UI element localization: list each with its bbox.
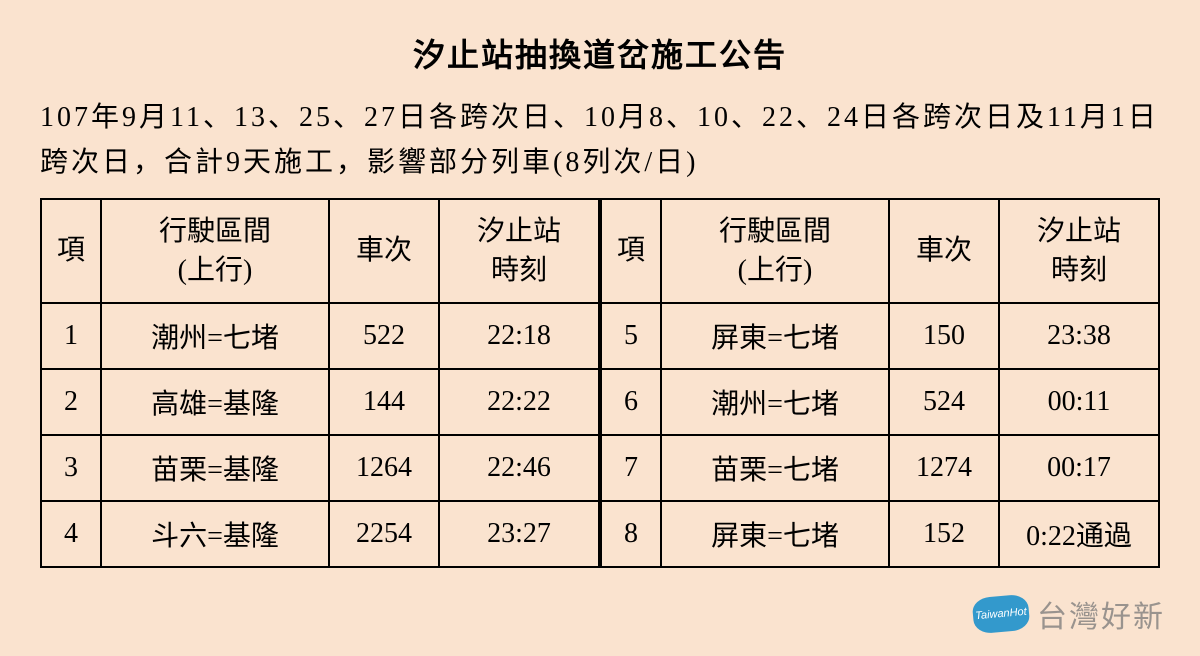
- header-train: 車次: [329, 199, 439, 303]
- table-row: 7 苗栗=七堵 1274 00:17: [601, 435, 1159, 501]
- cell-train: 1274: [889, 435, 999, 501]
- cell-route: 潮州=七堵: [661, 369, 889, 435]
- schedule-table-wrapper: 項 行駛區間(上行) 車次 汐止站時刻 1 潮州=七堵 522 22:18 2 …: [40, 198, 1160, 568]
- table-row: 8 屏東=七堵 152 0:22通過: [601, 501, 1159, 567]
- cell-index: 2: [41, 369, 101, 435]
- cell-route: 苗栗=七堵: [661, 435, 889, 501]
- cell-index: 3: [41, 435, 101, 501]
- table-row: 1 潮州=七堵 522 22:18: [41, 303, 599, 369]
- header-index: 項: [601, 199, 661, 303]
- cell-route: 屏東=七堵: [661, 303, 889, 369]
- cell-train: 150: [889, 303, 999, 369]
- schedule-table-right: 項 行駛區間(上行) 車次 汐止站時刻 5 屏東=七堵 150 23:38 6 …: [600, 198, 1160, 568]
- cell-time: 22:22: [439, 369, 599, 435]
- watermark-logo-icon: TaiwanHot: [972, 594, 1031, 635]
- cell-train: 2254: [329, 501, 439, 567]
- cell-index: 5: [601, 303, 661, 369]
- cell-time: 0:22通過: [999, 501, 1159, 567]
- cell-time: 22:18: [439, 303, 599, 369]
- cell-index: 1: [41, 303, 101, 369]
- cell-route: 屏東=七堵: [661, 501, 889, 567]
- watermark-label: 台灣好新: [1037, 592, 1165, 636]
- table-row: 5 屏東=七堵 150 23:38: [601, 303, 1159, 369]
- cell-route: 斗六=基隆: [101, 501, 329, 567]
- cell-time: 00:17: [999, 435, 1159, 501]
- watermark: TaiwanHot 台灣好新: [973, 592, 1165, 636]
- cell-index: 7: [601, 435, 661, 501]
- cell-index: 8: [601, 501, 661, 567]
- cell-index: 4: [41, 501, 101, 567]
- cell-train: 522: [329, 303, 439, 369]
- header-time: 汐止站時刻: [439, 199, 599, 303]
- cell-time: 00:11: [999, 369, 1159, 435]
- table-header-row: 項 行駛區間(上行) 車次 汐止站時刻: [601, 199, 1159, 303]
- header-train: 車次: [889, 199, 999, 303]
- cell-route: 高雄=基隆: [101, 369, 329, 435]
- table-row: 2 高雄=基隆 144 22:22: [41, 369, 599, 435]
- header-time: 汐止站時刻: [999, 199, 1159, 303]
- header-route: 行駛區間(上行): [101, 199, 329, 303]
- schedule-table-left: 項 行駛區間(上行) 車次 汐止站時刻 1 潮州=七堵 522 22:18 2 …: [40, 198, 600, 568]
- description-text: 107年9月11、13、25、27日各跨次日、10月8、10、22、24日各跨次…: [40, 96, 1160, 186]
- cell-time: 23:27: [439, 501, 599, 567]
- cell-train: 1264: [329, 435, 439, 501]
- cell-time: 23:38: [999, 303, 1159, 369]
- cell-index: 6: [601, 369, 661, 435]
- table-row: 4 斗六=基隆 2254 23:27: [41, 501, 599, 567]
- cell-train: 152: [889, 501, 999, 567]
- cell-route: 潮州=七堵: [101, 303, 329, 369]
- cell-route: 苗栗=基隆: [101, 435, 329, 501]
- table-row: 6 潮州=七堵 524 00:11: [601, 369, 1159, 435]
- cell-train: 144: [329, 369, 439, 435]
- header-route: 行駛區間(上行): [661, 199, 889, 303]
- header-index: 項: [41, 199, 101, 303]
- page-title: 汐止站抽換道岔施工公告: [40, 30, 1160, 76]
- cell-time: 22:46: [439, 435, 599, 501]
- table-row: 3 苗栗=基隆 1264 22:46: [41, 435, 599, 501]
- cell-train: 524: [889, 369, 999, 435]
- table-header-row: 項 行駛區間(上行) 車次 汐止站時刻: [41, 199, 599, 303]
